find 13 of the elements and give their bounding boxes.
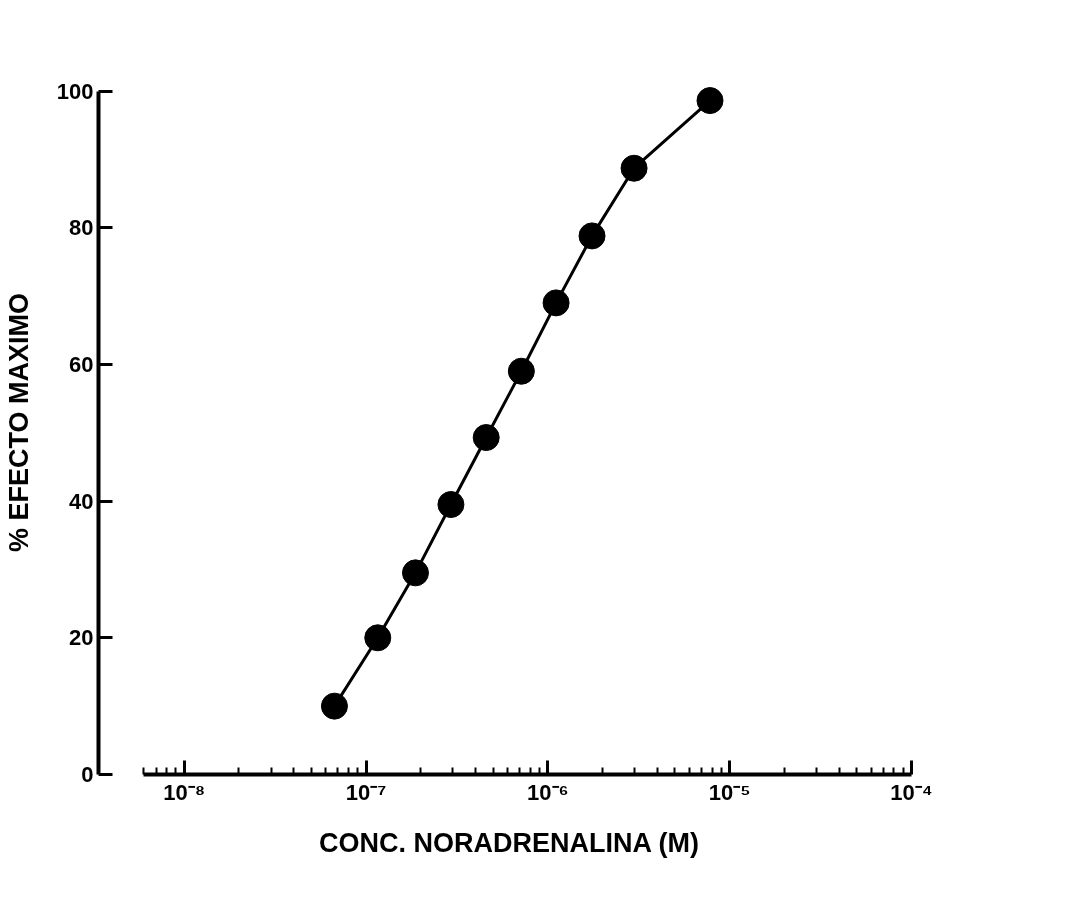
y-tick-label: 0 — [81, 762, 94, 787]
x-axis-title: CONC. NORADRENALINA (M) — [319, 827, 699, 858]
x-tick-label: 10⁻⁷ — [345, 779, 387, 805]
y-tick-label: 40 — [69, 488, 94, 514]
y-axis-title: % EFECTO MAXIMO — [3, 292, 34, 553]
y-tick-label: 60 — [69, 351, 94, 377]
y-tick-label: 80 — [69, 215, 94, 241]
x-tick-label: 10⁻⁸ — [163, 779, 206, 805]
x-tick-label: 10⁻⁶ — [527, 779, 569, 805]
y-tick-label: 100 — [56, 78, 94, 104]
x-tick-label: 10⁻⁵ — [708, 779, 751, 805]
x-tick-label: 10⁻⁴ — [890, 779, 933, 805]
y-tick-label: 20 — [69, 625, 94, 651]
